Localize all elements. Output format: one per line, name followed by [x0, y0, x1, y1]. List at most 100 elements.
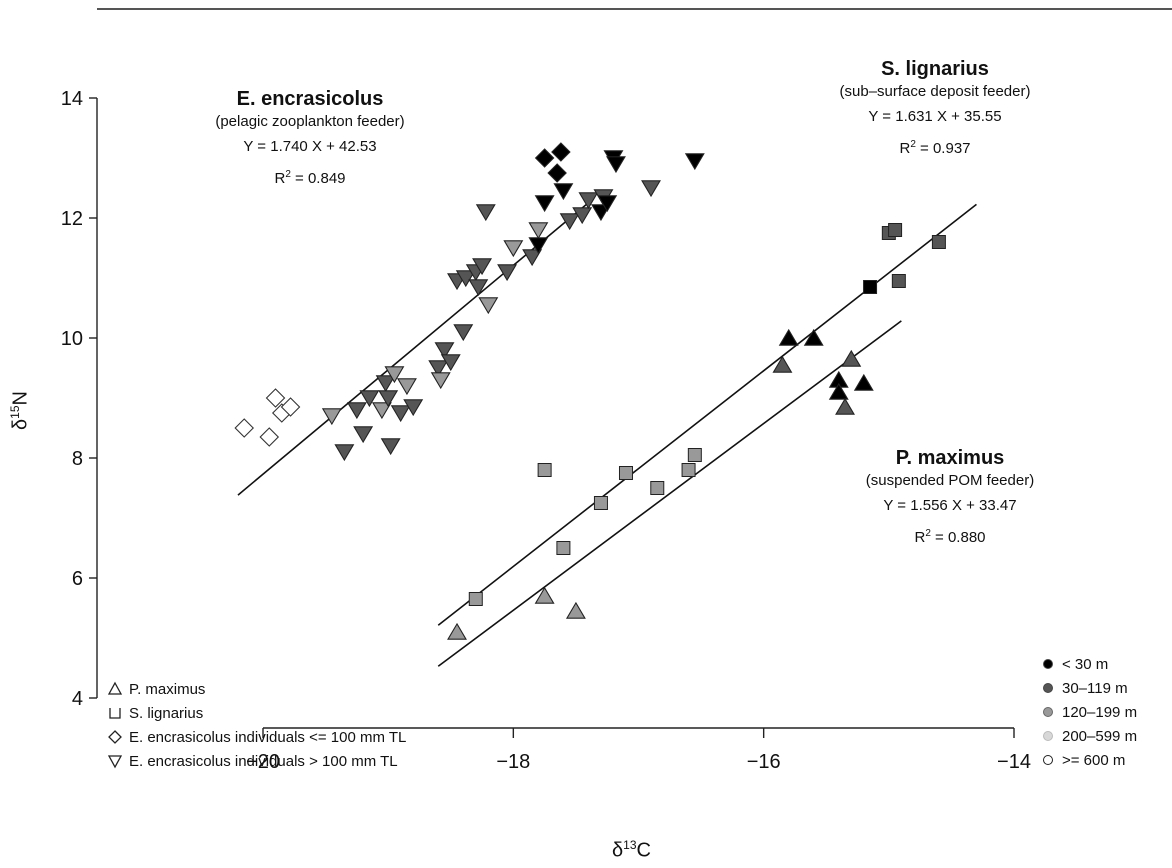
legend-label: S. lignarius — [129, 704, 204, 722]
data-point-diamond — [234, 418, 255, 438]
species-name: E. encrasicolus — [236, 88, 384, 110]
data-point-inverted-triangle — [478, 297, 499, 315]
regression-line — [437, 203, 977, 626]
data-point-inverted-triangle — [453, 324, 474, 342]
data-point-inverted-triangle — [468, 279, 489, 297]
feeder-type: (suspended POM feeder) — [865, 472, 1035, 489]
r-squared: R2 = 0.880 — [914, 528, 986, 546]
data-point-inverted-triangle — [390, 405, 411, 423]
data-point-triangle — [534, 586, 555, 604]
data-point-inverted-triangle — [597, 195, 618, 213]
circle-icon — [1043, 731, 1053, 741]
y-tick-label: 12 — [61, 208, 83, 230]
x-axis-title: δ13C — [612, 838, 651, 862]
y-tick-label: 6 — [72, 568, 83, 590]
data-point-square — [687, 448, 702, 462]
data-point-diamond — [280, 397, 301, 417]
data-point-inverted-triangle — [384, 366, 405, 384]
data-point-square — [593, 496, 608, 510]
data-point-inverted-triangle — [641, 180, 661, 198]
annotation-e-encrasicolus: E. encrasicolus (pelagic zooplankton fee… — [160, 86, 460, 192]
x-tick-label: −18 — [496, 751, 530, 773]
data-point-diamond — [547, 163, 567, 183]
data-point-triangle — [841, 349, 862, 367]
legend-label: < 30 m — [1062, 655, 1109, 673]
axes: 4 6 8 10 12 14 −20 −18 −16 −14 — [61, 88, 1031, 773]
data-point-inverted-triangle — [578, 192, 599, 210]
legend-label: P. maximus — [129, 680, 206, 698]
data-point-triangle — [835, 397, 855, 415]
circle-icon — [1043, 707, 1053, 717]
species-name: S. lignarius — [881, 58, 989, 80]
regression-line — [437, 320, 902, 667]
legend-item: < 30 m — [1040, 652, 1137, 676]
circle-icon — [1043, 755, 1053, 765]
top-rule — [97, 8, 1172, 10]
x-tick-label: −20 — [246, 751, 280, 773]
data-point-inverted-triangle — [528, 222, 549, 240]
legend-item: 200–599 m — [1040, 724, 1137, 748]
data-point-diamond — [265, 388, 286, 408]
data-point-inverted-triangle — [380, 438, 401, 456]
data-point-triangle — [778, 328, 799, 346]
data-point-inverted-triangle — [472, 258, 493, 276]
data-point-inverted-triangle — [572, 207, 593, 225]
x-tick-label: −14 — [997, 751, 1031, 773]
data-point-diamond — [259, 427, 280, 447]
data-point-diamond — [551, 142, 571, 162]
y-tick-label: 8 — [72, 448, 83, 470]
legend-item: S. lignarius — [107, 701, 406, 725]
data-point-square — [863, 280, 878, 294]
data-point-square — [891, 274, 906, 288]
data-point-triangle — [447, 622, 467, 640]
circle-icon — [1043, 683, 1053, 693]
regression-equation: Y = 1.740 X + 42.53 — [243, 138, 377, 155]
data-point-triangle — [828, 382, 849, 400]
species-legend: P. maximus S. lignarius E. encrasicolus … — [107, 677, 406, 773]
legend-item: 120–199 m — [1040, 700, 1137, 724]
annotation-p-maximus: P. maximus (suspended POM feeder) Y = 1.… — [800, 445, 1100, 551]
feeder-type: (pelagic zooplankton feeder) — [215, 113, 405, 130]
legend-label: 120–199 m — [1062, 703, 1138, 721]
feeder-type: (sub–surface deposit feeder) — [839, 83, 1031, 100]
data-point-inverted-triangle — [353, 426, 374, 444]
legend-item: E. encrasicolus individuals > 100 mm TL — [107, 749, 406, 773]
data-point-inverted-triangle — [378, 390, 399, 408]
data-point-inverted-triangle — [440, 354, 461, 372]
triangle-icon — [107, 681, 123, 695]
r-squared: R2 = 0.937 — [899, 139, 971, 157]
inverted-triangle-icon — [107, 755, 123, 769]
r-squared: R2 = 0.849 — [274, 169, 346, 187]
data-point-inverted-triangle — [606, 156, 626, 174]
y-tick-label: 14 — [61, 88, 83, 110]
data-point-inverted-triangle — [684, 153, 705, 171]
data-point-inverted-triangle — [455, 270, 476, 288]
legend-item: >= 600 m — [1040, 748, 1137, 772]
data-point-triangle — [853, 373, 874, 391]
data-point-inverted-triangle — [371, 402, 392, 420]
square-icon — [109, 708, 121, 719]
data-point-inverted-triangle — [534, 195, 555, 213]
y-tick-label: 4 — [72, 688, 83, 710]
regression-lines — [237, 202, 977, 667]
legend-label: E. encrasicolus individuals <= 100 mm TL — [129, 728, 407, 746]
data-point-inverted-triangle — [522, 249, 543, 267]
data-point-inverted-triangle — [428, 360, 449, 378]
data-point-square — [556, 541, 571, 555]
y-axis-title: δ15N — [8, 391, 32, 430]
data-point-inverted-triangle — [334, 444, 355, 462]
legend-item: 30–119 m — [1040, 676, 1137, 700]
depth-legend: < 30 m 30–119 m 120–199 m 200–599 m >= 6… — [1040, 652, 1137, 772]
data-point-inverted-triangle — [503, 240, 524, 258]
data-point-square — [888, 223, 903, 237]
data-point-inverted-triangle — [528, 237, 549, 255]
species-name: P. maximus — [895, 447, 1005, 469]
y-tick-label: 10 — [61, 328, 83, 350]
legend-label: E. encrasicolus individuals > 100 mm TL — [129, 752, 398, 770]
data-point-inverted-triangle — [553, 183, 574, 201]
data-point-triangle — [803, 328, 824, 346]
regression-equation: Y = 1.556 X + 33.47 — [883, 497, 1017, 514]
data-point-inverted-triangle — [403, 399, 424, 417]
annotation-s-lignarius: S. lignarius (sub–surface deposit feeder… — [785, 56, 1085, 162]
